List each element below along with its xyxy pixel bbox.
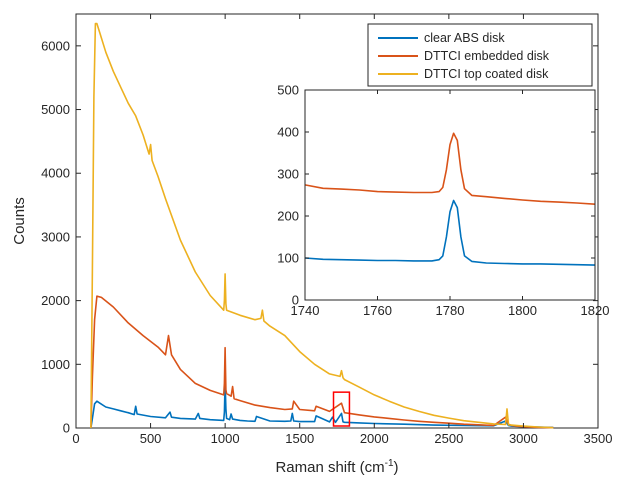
main-y-tick-label: 3000	[41, 229, 70, 244]
main-y-tick-label: 5000	[41, 102, 70, 117]
main-y-tick-label: 0	[63, 421, 70, 436]
main-series-group	[90, 22, 554, 429]
inset-y-tick-label: 200	[277, 209, 299, 224]
main-x-tick-label: 2500	[434, 431, 463, 446]
highlight-box	[332, 391, 351, 427]
main-series-2-line	[90, 22, 554, 429]
y-axis-title: Counts	[11, 197, 28, 245]
main-x-tick-label: 1500	[285, 431, 314, 446]
main-series-0-line	[90, 381, 554, 429]
main-x-tick-label: 3500	[584, 431, 613, 446]
main-series-1-line	[90, 295, 554, 429]
main-plot-frame	[75, 13, 599, 429]
inset-series-0-line	[304, 199, 596, 266]
inset-x-tick-label: 1740	[291, 303, 320, 318]
inset-series-group	[304, 132, 596, 266]
inset-y-tick-label: 100	[277, 251, 299, 266]
main-y-tick-label: 4000	[41, 166, 70, 181]
x-axis-unit-superscript: -1	[385, 458, 394, 469]
inset-axis-ticks: 1740 1760 1780 1800 1820 0 100 200 300 400 500	[277, 83, 609, 319]
inset-y-tick-label: 500	[277, 83, 299, 98]
legend-label-dttci-top-coated: DTTCI top coated disk	[424, 67, 549, 81]
main-axis-ticks: 0 500 1000 1500 2000 2500 3000 3500010002000300…	[41, 14, 612, 446]
legend: clear ABS disk DTTCI embedded disk DTTCI…	[367, 23, 593, 87]
main-x-tick-label: 0	[72, 431, 79, 446]
main-x-tick-label: 2000	[360, 431, 389, 446]
inset-x-tick-label: 1820	[581, 303, 610, 318]
main-x-tick-label: 500	[140, 431, 162, 446]
main-y-tick-label: 2000	[41, 293, 70, 308]
inset-x-tick-label: 1780	[436, 303, 465, 318]
main-y-tick-label: 1000	[41, 357, 70, 372]
inset-y-tick-label: 300	[277, 167, 299, 182]
x-axis-title: Raman shift (cm-1)	[275, 458, 398, 476]
legend-label-dttci-embedded: DTTCI embedded disk	[424, 49, 550, 63]
inset-y-tick-label: 400	[277, 125, 299, 140]
main-y-tick-label: 6000	[41, 38, 70, 53]
inset-x-tick-label: 1800	[508, 303, 537, 318]
main-x-tick-label: 3000	[509, 431, 538, 446]
inset-background	[305, 90, 595, 300]
legend-label-clear-abs: clear ABS disk	[424, 31, 505, 45]
inset-x-tick-label: 1760	[363, 303, 392, 318]
inset-y-tick-label: 0	[292, 293, 299, 308]
main-x-tick-label: 1000	[211, 431, 240, 446]
inset-series-1-line	[304, 132, 596, 205]
